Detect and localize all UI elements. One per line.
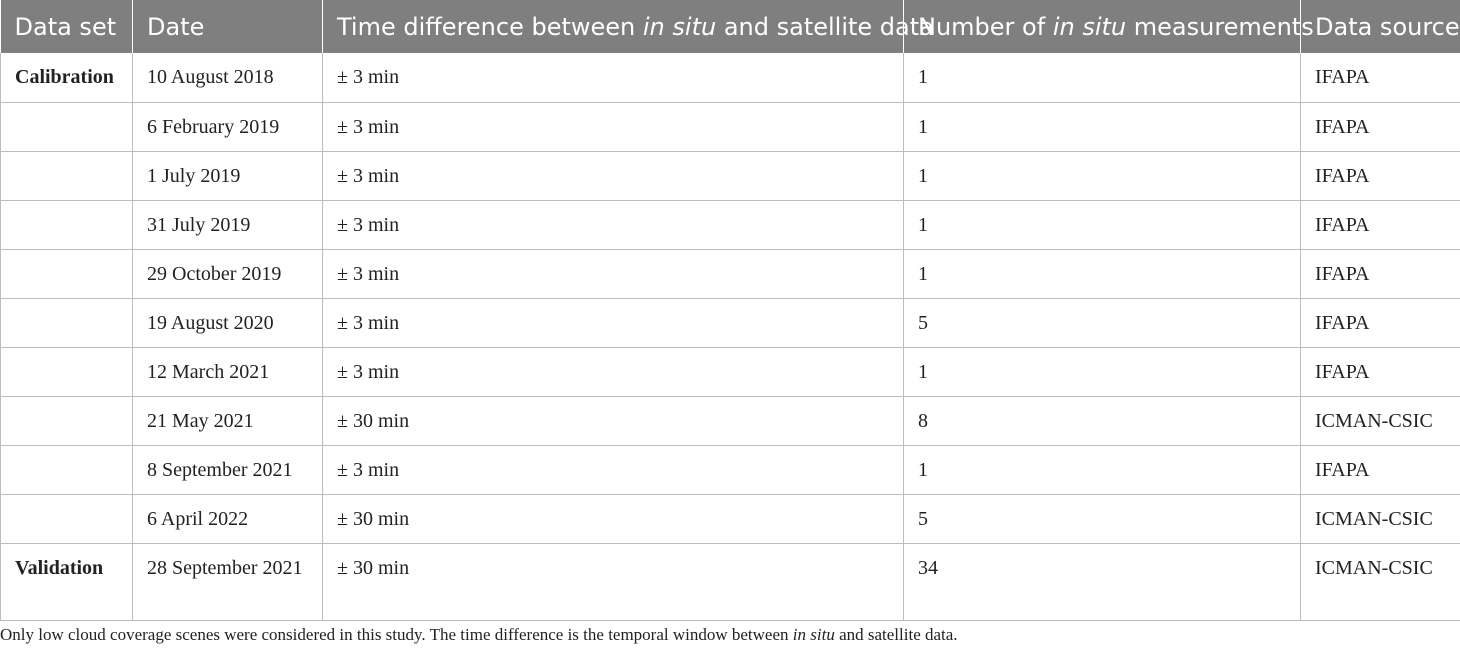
- cell-time-difference: ± 3 min: [322, 445, 904, 495]
- table-footnote: Only low cloud coverage scenes were cons…: [0, 625, 958, 644]
- cell-data-source: ICMAN-CSIC: [1300, 543, 1460, 621]
- cell-data-source: IFAPA: [1300, 151, 1460, 201]
- cell-date: 19 August 2020: [132, 298, 323, 348]
- cell-time-difference: ± 3 min: [322, 102, 904, 152]
- cell-date: 12 March 2021: [132, 347, 323, 397]
- cell-time-difference: ± 30 min: [322, 494, 904, 544]
- cell-data-set: [0, 151, 133, 201]
- cell-date: 6 April 2022: [132, 494, 323, 544]
- cell-data-set: Calibration: [0, 53, 133, 103]
- cell-time-difference: ± 3 min: [322, 249, 904, 299]
- cell-data-set: [0, 445, 133, 495]
- header-row: Data set Date Time difference between in…: [0, 0, 1460, 53]
- cell-measurements: 1: [903, 102, 1301, 152]
- cell-time-difference: ± 3 min: [322, 298, 904, 348]
- cell-data-source: IFAPA: [1300, 445, 1460, 495]
- cell-data-set: [0, 249, 133, 299]
- cell-measurements: 34: [903, 543, 1301, 621]
- cell-data-source: IFAPA: [1300, 200, 1460, 250]
- cell-data-set: [0, 102, 133, 152]
- cell-data-set: [0, 200, 133, 250]
- data-table: Data set Date Time difference between in…: [0, 0, 1460, 621]
- table-row: 8 September 2021 ± 3 min 1 IFAPA: [0, 445, 1460, 495]
- cell-measurements: 5: [903, 298, 1301, 348]
- table-row: 6 February 2019 ± 3 min 1 IFAPA: [0, 102, 1460, 152]
- cell-measurements: 1: [903, 200, 1301, 250]
- cell-data-source: IFAPA: [1300, 249, 1460, 299]
- cell-data-set: Validation: [0, 543, 133, 621]
- cell-date: 6 February 2019: [132, 102, 323, 152]
- cell-data-source: ICMAN-CSIC: [1300, 396, 1460, 446]
- cell-measurements: 1: [903, 445, 1301, 495]
- table-row: 29 October 2019 ± 3 min 1 IFAPA: [0, 249, 1460, 299]
- cell-data-set: [0, 347, 133, 397]
- table-row: 6 April 2022 ± 30 min 5 ICMAN-CSIC: [0, 494, 1460, 544]
- header-data-set: Data set: [0, 0, 133, 53]
- cell-time-difference: ± 3 min: [322, 347, 904, 397]
- cell-time-difference: ± 3 min: [322, 151, 904, 201]
- cell-time-difference: ± 30 min: [322, 543, 904, 621]
- cell-measurements: 1: [903, 151, 1301, 201]
- cell-date: 1 July 2019: [132, 151, 323, 201]
- table-row: 19 August 2020 ± 3 min 5 IFAPA: [0, 298, 1460, 348]
- cell-time-difference: ± 3 min: [322, 200, 904, 250]
- cell-date: 31 July 2019: [132, 200, 323, 250]
- table-row: 12 March 2021 ± 3 min 1 IFAPA: [0, 347, 1460, 397]
- cell-time-difference: ± 30 min: [322, 396, 904, 446]
- header-date: Date: [132, 0, 323, 53]
- cell-date: 29 October 2019: [132, 249, 323, 299]
- table-row: 21 May 2021 ± 30 min 8 ICMAN-CSIC: [0, 396, 1460, 446]
- table-row: Calibration 10 August 2018 ± 3 min 1 IFA…: [0, 53, 1460, 103]
- cell-date: 10 August 2018: [132, 53, 323, 103]
- cell-data-source: IFAPA: [1300, 102, 1460, 152]
- cell-measurements: 5: [903, 494, 1301, 544]
- cell-data-set: [0, 298, 133, 348]
- cell-date: 8 September 2021: [132, 445, 323, 495]
- cell-date: 21 May 2021: [132, 396, 323, 446]
- cell-measurements: 1: [903, 347, 1301, 397]
- cell-measurements: 8: [903, 396, 1301, 446]
- table-row: 1 July 2019 ± 3 min 1 IFAPA: [0, 151, 1460, 201]
- cell-data-set: [0, 494, 133, 544]
- header-data-source: Data source: [1300, 0, 1460, 53]
- cell-date: 28 September 2021: [132, 543, 323, 621]
- cell-data-source: IFAPA: [1300, 298, 1460, 348]
- cell-data-source: ICMAN-CSIC: [1300, 494, 1460, 544]
- cell-measurements: 1: [903, 249, 1301, 299]
- cell-data-source: IFAPA: [1300, 347, 1460, 397]
- header-time-difference: Time difference between in situ and sate…: [322, 0, 934, 53]
- cell-measurements: 1: [903, 53, 1301, 103]
- table-row: 31 July 2019 ± 3 min 1 IFAPA: [0, 200, 1460, 250]
- cell-data-set: [0, 396, 133, 446]
- cell-data-source: IFAPA: [1300, 53, 1460, 103]
- table-row: Validation 28 September 2021 ± 30 min 34…: [0, 543, 1460, 621]
- cell-time-difference: ± 3 min: [322, 53, 904, 103]
- header-number-of-measurements: Number of in situ measurements: [903, 0, 1314, 53]
